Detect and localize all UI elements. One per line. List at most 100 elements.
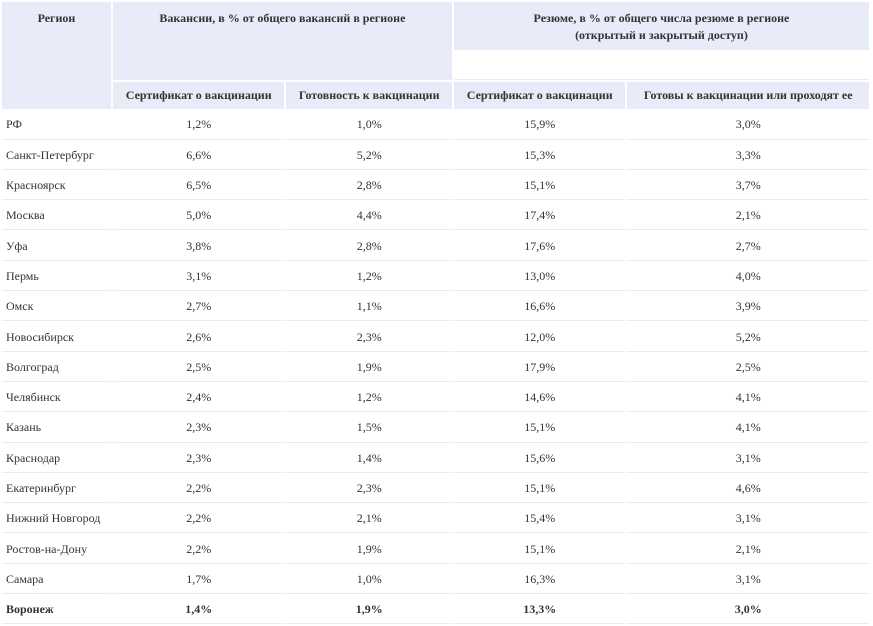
resumes-group-header-line1: Резюме, в % от общего числа резюме в рег… <box>533 11 790 25</box>
table-row: Ростов-на-Дону 2,2% 1,9% 15,1% 2,1% <box>2 535 869 564</box>
resumes-certificate-cell: 15,3% <box>453 141 626 170</box>
vacancies-certificate-cell: 2,2% <box>112 505 285 534</box>
region-cell: Екатеринбург <box>2 474 111 504</box>
resumes-certificate-cell: 15,1% <box>453 171 626 201</box>
vacancies-certificate-cell: 1,4% <box>112 596 285 625</box>
resumes-readiness-cell: 2,1% <box>627 535 869 564</box>
table-row: Красноярск 6,5% 2,8% 15,1% 3,7% <box>2 171 869 201</box>
table-row: Волгоград 2,5% 1,9% 17,9% 2,5% <box>2 353 869 382</box>
vacancies-certificate-cell: 2,2% <box>112 535 285 564</box>
vacancies-group-header: Вакансии, в % от общего вакансий в регио… <box>112 2 452 81</box>
vacancies-certificate-cell: 2,5% <box>112 353 285 382</box>
resumes-certificate-cell: 15,1% <box>453 535 626 564</box>
resumes-readiness-cell: 2,7% <box>627 232 869 261</box>
resumes-readiness-cell: 3,0% <box>627 596 869 625</box>
vacancies-readiness-cell: 1,5% <box>286 414 452 443</box>
vacancies-readiness-cell: 5,2% <box>286 141 452 170</box>
vacancies-readiness-cell: 2,3% <box>286 474 452 504</box>
vacancies-certificate-cell: 2,7% <box>112 293 285 322</box>
vacancies-readiness-cell: 2,1% <box>286 505 452 534</box>
resumes-certificate-header: Сертификат о вакцинации <box>453 82 626 110</box>
table-row: Уфа 3,8% 2,8% 17,6% 2,7% <box>2 232 869 261</box>
vacancies-certificate-cell: 5,0% <box>112 202 285 231</box>
resumes-certificate-cell: 13,0% <box>453 262 626 292</box>
resumes-readiness-cell: 3,7% <box>627 171 869 201</box>
vacancies-readiness-header: Готовность к вакцинации <box>286 82 452 110</box>
vacancies-readiness-cell: 1,9% <box>286 535 452 564</box>
vacancies-readiness-cell: 1,4% <box>286 444 452 473</box>
resumes-readiness-cell: 3,9% <box>627 293 869 322</box>
vacancies-readiness-cell: 1,0% <box>286 111 452 140</box>
resumes-group-header: Резюме, в % от общего числа резюме в рег… <box>453 2 869 50</box>
resumes-readiness-cell: 3,1% <box>627 444 869 473</box>
region-cell: Красноярск <box>2 171 111 201</box>
vacancies-certificate-cell: 2,6% <box>112 323 285 352</box>
vacancies-certificate-cell: 2,3% <box>112 444 285 473</box>
resumes-certificate-cell: 16,6% <box>453 293 626 322</box>
vacancies-certificate-cell: 6,6% <box>112 141 285 170</box>
vacancies-readiness-cell: 2,3% <box>286 323 452 352</box>
vacancies-readiness-cell: 1,9% <box>286 353 452 382</box>
table-row: Санкт-Петербург 6,6% 5,2% 15,3% 3,3% <box>2 141 869 170</box>
resumes-readiness-cell: 4,0% <box>627 262 869 292</box>
region-cell: Челябинск <box>2 383 111 413</box>
region-cell: РФ <box>2 111 111 140</box>
vacancies-readiness-cell: 4,4% <box>286 202 452 231</box>
vacancies-readiness-cell: 1,2% <box>286 262 452 292</box>
resumes-readiness-header: Готовы к вакцинации или проходят ее <box>627 82 869 110</box>
region-cell: Краснодар <box>2 444 111 473</box>
resumes-certificate-cell: 16,3% <box>453 565 626 595</box>
resumes-certificate-cell: 17,6% <box>453 232 626 261</box>
resumes-readiness-cell: 5,2% <box>627 323 869 352</box>
region-cell: Новосибирск <box>2 323 111 352</box>
region-cell: Санкт-Петербург <box>2 141 111 170</box>
resumes-certificate-cell: 13,3% <box>453 596 626 625</box>
vacancies-certificate-cell: 2,2% <box>112 474 285 504</box>
table-row: Москва 5,0% 4,4% 17,4% 2,1% <box>2 202 869 231</box>
resumes-readiness-cell: 4,1% <box>627 414 869 443</box>
vacancies-readiness-cell: 1,1% <box>286 293 452 322</box>
resumes-readiness-cell: 4,6% <box>627 474 869 504</box>
table-body: РФ 1,2% 1,0% 15,9% 3,0% Санкт-Петербург 6,6% 5,… <box>2 111 869 625</box>
table-row: Нижний Новгород 2,2% 2,1% 15,4% 3,1% <box>2 505 869 534</box>
table-row: Челябинск 2,4% 1,2% 14,6% 4,1% <box>2 383 869 413</box>
region-cell: Нижний Новгород <box>2 505 111 534</box>
table-row: РФ 1,2% 1,0% 15,9% 3,0% <box>2 111 869 140</box>
vacancies-certificate-cell: 3,8% <box>112 232 285 261</box>
resumes-readiness-cell: 3,0% <box>627 111 869 140</box>
vacancies-certificate-header: Сертификат о вакцинации <box>112 82 285 110</box>
vacancies-certificate-cell: 1,2% <box>112 111 285 140</box>
resumes-readiness-cell: 4,1% <box>627 383 869 413</box>
region-cell: Омск <box>2 293 111 322</box>
table-row: Омск 2,7% 1,1% 16,6% 3,9% <box>2 293 869 322</box>
vacancies-certificate-cell: 2,3% <box>112 414 285 443</box>
vacancies-readiness-cell: 2,8% <box>286 171 452 201</box>
resumes-readiness-cell: 2,5% <box>627 353 869 382</box>
region-cell: Москва <box>2 202 111 231</box>
region-column-header: Регион <box>2 2 111 110</box>
vacancies-readiness-cell: 1,0% <box>286 565 452 595</box>
region-cell: Казань <box>2 414 111 443</box>
resumes-readiness-cell: 3,1% <box>627 505 869 534</box>
region-cell: Уфа <box>2 232 111 261</box>
region-cell: Ростов-на-Дону <box>2 535 111 564</box>
table-row: Воронеж 1,4% 1,9% 13,3% 3,0% <box>2 596 869 625</box>
resumes-certificate-cell: 15,9% <box>453 111 626 140</box>
table-row: Пермь 3,1% 1,2% 13,0% 4,0% <box>2 262 869 292</box>
vacancies-certificate-cell: 2,4% <box>112 383 285 413</box>
vacancies-readiness-cell: 1,2% <box>286 383 452 413</box>
resumes-certificate-cell: 12,0% <box>453 323 626 352</box>
region-cell: Самара <box>2 565 111 595</box>
resumes-certificate-cell: 15,1% <box>453 414 626 443</box>
region-cell: Волгоград <box>2 353 111 382</box>
resumes-certificate-cell: 17,4% <box>453 202 626 231</box>
vacancies-certificate-cell: 3,1% <box>112 262 285 292</box>
header-spacer <box>453 52 869 81</box>
vacancies-readiness-cell: 1,9% <box>286 596 452 625</box>
resumes-readiness-cell: 3,1% <box>627 565 869 595</box>
resumes-certificate-cell: 15,6% <box>453 444 626 473</box>
region-cell: Воронеж <box>2 596 111 625</box>
resumes-certificate-cell: 15,1% <box>453 474 626 504</box>
table-row: Казань 2,3% 1,5% 15,1% 4,1% <box>2 414 869 443</box>
